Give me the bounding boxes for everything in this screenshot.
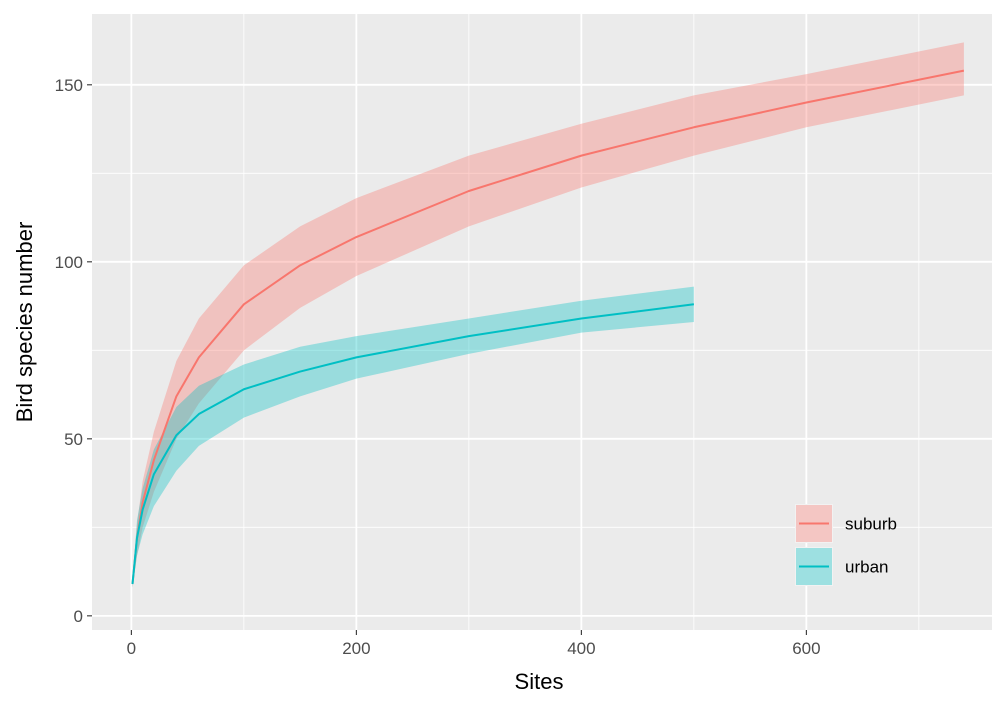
x-tick-label: 600 [792,639,820,658]
y-tick-label: 50 [64,430,83,449]
x-tick-label: 200 [342,639,370,658]
y-axis-title: Bird species number [12,222,37,423]
series-lines [131,69,965,585]
legend-label: urban [845,558,888,577]
legend-item-suburb: suburb [795,504,897,543]
confidence-bands [132,42,964,588]
x-axis-title: Sites [515,669,564,694]
y-tick-label: 100 [55,253,83,272]
x-tick-label: 0 [127,639,136,658]
x-tick-label: 400 [567,639,595,658]
line-urban [131,303,694,585]
y-tick-label: 0 [74,607,83,626]
line-suburb [131,69,965,585]
legend: suburb urban [795,504,897,586]
x-axis: 0 200 400 600 [127,630,821,658]
y-tick-label: 150 [55,76,83,95]
y-axis: 0 50 100 150 [55,76,92,626]
band-urban [132,286,694,588]
legend-item-urban: urban [795,547,888,586]
band-suburb [132,42,964,588]
grid-minor [92,14,992,630]
legend-label: suburb [845,515,897,534]
